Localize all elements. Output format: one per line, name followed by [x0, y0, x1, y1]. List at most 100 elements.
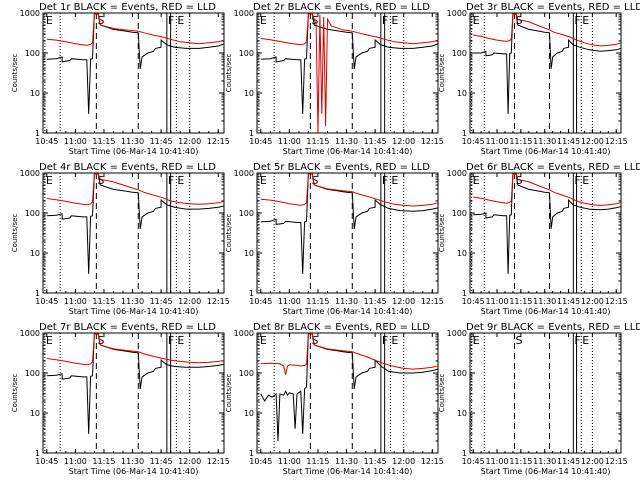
marker-label: E	[46, 14, 53, 27]
marker-label: E	[260, 174, 267, 187]
panel-title: Det 5r BLACK = Events, RED = LLD	[253, 162, 430, 173]
series-line-lld	[46, 333, 224, 366]
marker-label: F	[574, 14, 580, 27]
x-tick-label: 10:45	[462, 297, 485, 306]
y-tick-label: 10	[244, 249, 254, 258]
y-tick-label: 100	[25, 369, 40, 378]
series-line-lld	[46, 13, 224, 46]
plot-frame	[469, 172, 622, 294]
y-tick-label: 1	[35, 449, 40, 458]
series-line-events	[260, 13, 438, 114]
y-tick-label: 100	[239, 49, 254, 58]
x-tick-label: 10:45	[462, 137, 485, 146]
x-tick-label: 11:15	[92, 457, 115, 466]
chart-panel-4: Det 4r BLACK = Events, RED = LLD 10:45 11:…	[11, 162, 230, 316]
plot-frame	[42, 332, 225, 454]
x-tick-label: 11:45	[150, 137, 173, 146]
y-tick-label: 1000	[234, 169, 254, 178]
marker-label: S	[97, 174, 104, 187]
x-tick-label: 12:15	[605, 137, 628, 146]
x-tick-label: 12:15	[421, 137, 444, 146]
x-tick-label: 11:45	[557, 457, 580, 466]
y-tick-label: 100	[452, 209, 467, 218]
marker-label: E	[46, 334, 53, 347]
x-axis-label: Start Time (06-Mar-14 10:41:40)	[283, 147, 413, 156]
x-axis-label: Start Time (06-Mar-14 10:41:40)	[69, 147, 199, 156]
x-tick-label: 11:00	[64, 457, 87, 466]
series-line-events	[260, 173, 438, 274]
x-tick-label: 11:00	[485, 457, 508, 466]
y-tick-label: 1000	[20, 9, 40, 18]
marker-label: E	[582, 174, 589, 187]
series-line-lld	[260, 173, 438, 207]
x-tick-label: 11:15	[306, 137, 329, 146]
x-tick-label: 12:15	[207, 457, 230, 466]
marker-label: E	[260, 334, 267, 347]
series-line-events	[46, 333, 224, 434]
x-tick-label: 11:15	[306, 457, 329, 466]
x-tick-label: 11:45	[150, 457, 173, 466]
x-tick-label: 12:00	[178, 457, 201, 466]
series-line-events	[473, 13, 621, 114]
x-tick-label: 11:45	[150, 297, 173, 306]
series-line-lld	[473, 173, 621, 206]
y-tick-label: 1000	[20, 169, 40, 178]
y-tick-label: 1000	[447, 9, 467, 18]
y-tick-label: 10	[457, 409, 467, 418]
x-tick-label: 10:45	[35, 457, 58, 466]
x-tick-label: 11:00	[64, 297, 87, 306]
x-tick-label: 10:45	[462, 457, 485, 466]
series-line-events	[46, 13, 224, 114]
x-tick-label: 11:30	[533, 137, 556, 146]
chart-panel-8: Det 8r BLACK = Events, RED = LLD 10:45 11:…	[225, 322, 444, 476]
y-axis-label: Counts/sec	[225, 214, 233, 253]
y-tick-label: 100	[25, 209, 40, 218]
x-tick-label: 11:00	[278, 137, 301, 146]
x-tick-label: 11:00	[485, 137, 508, 146]
panel-title: Det 9r BLACK = Events, RED = LLD	[466, 322, 640, 333]
x-tick-label: 11:15	[509, 297, 532, 306]
marker-label: E	[473, 334, 480, 347]
y-tick-label: 1	[249, 289, 254, 298]
y-tick-label: 10	[457, 89, 467, 98]
x-tick-label: 12:15	[207, 137, 230, 146]
y-tick-label: 10	[457, 249, 467, 258]
marker-label: E	[177, 174, 184, 187]
marker-label: E	[391, 14, 398, 27]
x-tick-label: 12:00	[392, 457, 415, 466]
y-axis-label: Counts/sec	[438, 374, 446, 413]
x-tick-label: 11:45	[557, 297, 580, 306]
y-axis-label: Counts/sec	[11, 54, 19, 93]
x-tick-label: 12:15	[421, 457, 444, 466]
x-tick-label: 12:00	[178, 137, 201, 146]
y-tick-label: 1000	[447, 169, 467, 178]
x-tick-label: 11:30	[335, 137, 358, 146]
x-tick-label: 11:45	[557, 137, 580, 146]
plot-frame	[256, 172, 439, 294]
plot-frame	[469, 332, 622, 454]
x-tick-label: 11:30	[335, 297, 358, 306]
plot-frame	[256, 332, 439, 454]
x-tick-label: 12:00	[392, 297, 415, 306]
x-tick-label: 11:30	[121, 137, 144, 146]
x-tick-label: 11:15	[509, 457, 532, 466]
x-tick-label: 12:00	[392, 137, 415, 146]
marker-label: E	[391, 334, 398, 347]
y-tick-label: 1000	[20, 329, 40, 338]
chart-panel-1: Det 1r BLACK = Events, RED = LLD 10:45 11:…	[11, 2, 230, 156]
series-line-events	[473, 173, 621, 274]
y-axis-label: Counts/sec	[11, 374, 19, 413]
x-tick-label: 12:00	[581, 297, 604, 306]
y-tick-label: 1000	[234, 329, 254, 338]
x-tick-label: 11:45	[364, 137, 387, 146]
y-tick-label: 10	[244, 89, 254, 98]
x-axis-label: Start Time (06-Mar-14 10:41:40)	[69, 307, 199, 316]
marker-label: S	[97, 334, 104, 347]
chart-panel-2: Det 2r BLACK = Events, RED = LLD 10:45 11:…	[225, 2, 444, 156]
y-axis-label: Counts/sec	[438, 214, 446, 253]
x-tick-label: 11:00	[64, 137, 87, 146]
y-tick-label: 1	[249, 129, 254, 138]
y-tick-label: 100	[239, 369, 254, 378]
